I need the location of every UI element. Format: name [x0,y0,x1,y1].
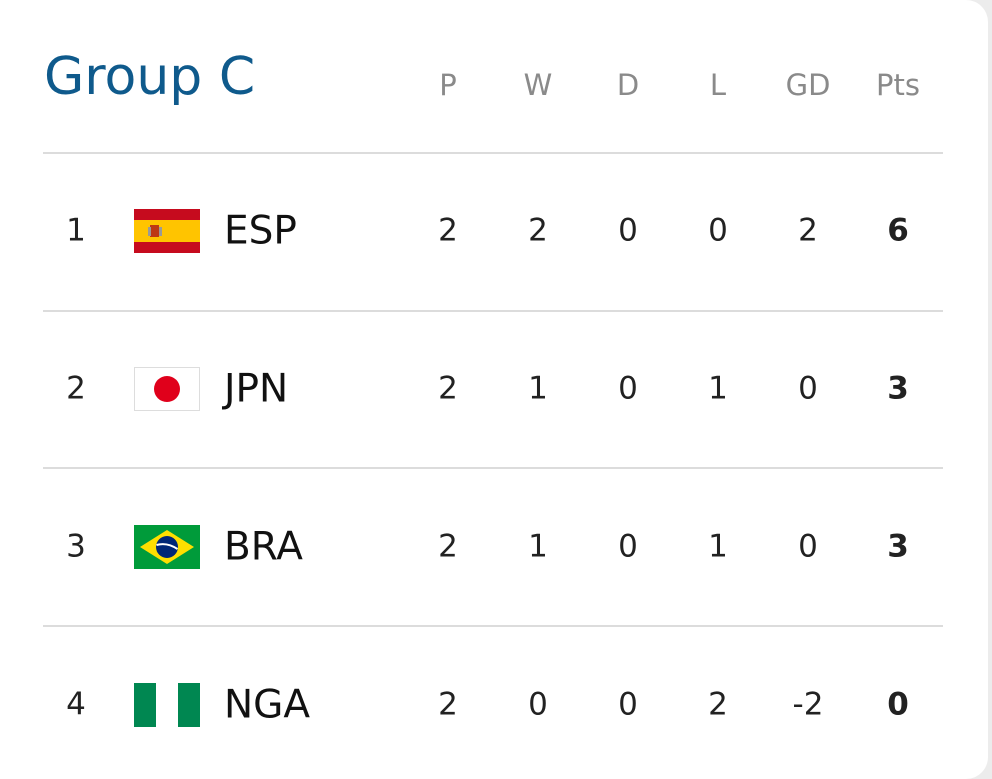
group-title: Group C [44,47,255,107]
flag-bra [134,525,200,569]
stat: 0 [708,213,728,249]
stat: 0 [618,687,638,723]
rank: 4 [66,687,86,723]
team-name: BRA [224,525,303,570]
stat: 2 [438,687,458,723]
stat: 0 [618,529,638,565]
column-header: Pts [876,68,920,102]
flag-jpn [134,367,200,411]
points: 3 [887,371,909,407]
stat: 0 [528,687,548,723]
column-header: L [710,68,726,102]
points: 6 [887,213,909,249]
stat: 2 [438,213,458,249]
stat: 2 [528,213,548,249]
stat: 1 [708,371,728,407]
card-background-left [0,0,40,779]
stat: 2 [438,371,458,407]
stat: 0 [618,213,638,249]
stat: 1 [528,529,548,565]
stat: 0 [798,529,818,565]
column-header: W [524,68,553,102]
stat: 0 [618,371,638,407]
stat: 2 [438,529,458,565]
column-header: D [617,68,639,102]
stat: -2 [793,687,824,723]
stat: 0 [798,371,818,407]
flag-nga [134,683,200,727]
stat: 2 [708,687,728,723]
team-name: NGA [224,683,310,728]
column-header: P [439,68,457,102]
stat: 1 [528,371,548,407]
team-name: JPN [221,367,288,412]
flag-esp [134,209,200,253]
rank: 3 [66,529,86,565]
rank: 1 [66,213,86,249]
rank: 2 [66,371,86,407]
stat: 2 [798,213,818,249]
column-header: GD [786,68,831,102]
points: 3 [887,529,909,565]
points: 0 [887,687,909,723]
stat: 1 [708,529,728,565]
team-name: ESP [224,209,297,254]
